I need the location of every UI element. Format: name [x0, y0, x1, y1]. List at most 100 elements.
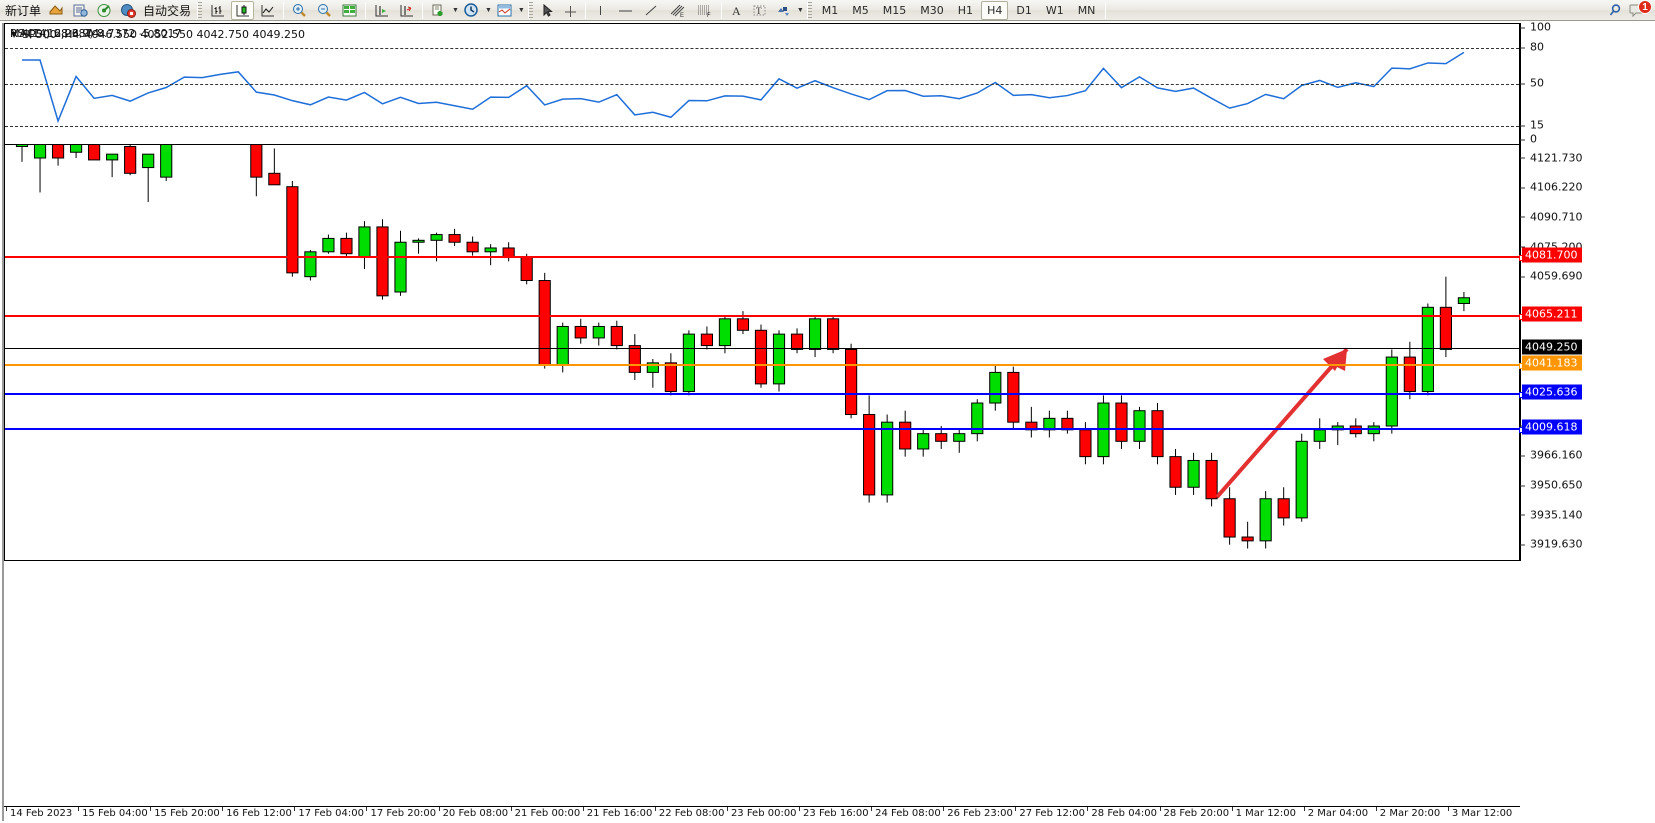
- vline-icon[interactable]: [590, 1, 611, 20]
- zoom-out-icon[interactable]: [313, 1, 336, 20]
- candle: [1151, 410, 1164, 458]
- level-line-resistance-2[interactable]: [5, 314, 1525, 320]
- chart-symbol-header: ▼ SP500-,H4 4046.550 4052.550 4042.750 4…: [11, 28, 305, 41]
- rsi-tick: 50: [1520, 77, 1544, 90]
- time-tick: 21 Feb 00:00: [510, 807, 581, 819]
- candle: [700, 333, 714, 347]
- hline-icon[interactable]: [613, 1, 638, 20]
- price-level-chip-support[interactable]: 4025.636: [1522, 384, 1582, 400]
- rsi-tick: 100: [1520, 21, 1551, 34]
- tab-timeframe-mn[interactable]: MN: [1077, 3, 1096, 17]
- tab-timeframe-w1[interactable]: W1: [1045, 3, 1064, 17]
- toolbar-grip[interactable]: [197, 1, 203, 19]
- candle: [736, 318, 750, 331]
- rsi-pane[interactable]: RSI(14) 68.3874: [4, 23, 1520, 145]
- candle: [1277, 498, 1290, 519]
- tab-timeframe-m30[interactable]: M30: [920, 3, 944, 17]
- indicators-icon[interactable]: [45, 1, 67, 20]
- grid-icon[interactable]: [338, 1, 361, 20]
- trendline-icon[interactable]: [640, 1, 663, 20]
- candle: [1241, 536, 1254, 542]
- candle: [556, 325, 569, 366]
- candle: [1115, 402, 1128, 442]
- search-icon[interactable]: [1604, 1, 1627, 20]
- fibonacci-icon[interactable]: F: [692, 1, 717, 20]
- shapes-icon[interactable]: [772, 1, 795, 20]
- candlestick-icon[interactable]: [231, 0, 255, 20]
- templates-icon[interactable]: [493, 1, 516, 20]
- price-tick: 3935.140: [1520, 508, 1583, 521]
- candle: [845, 348, 858, 416]
- candlestick-series: [15, 69, 1471, 549]
- new-order-button[interactable]: 新订单: [5, 3, 42, 18]
- add-indicator-icon[interactable]: [427, 1, 450, 20]
- bar-chart-icon[interactable]: [206, 1, 229, 20]
- candle: [448, 234, 461, 243]
- price-level-chip-resistance[interactable]: 4065.211: [1522, 306, 1582, 322]
- tab-timeframe-m1[interactable]: M1: [821, 3, 839, 17]
- price-level-chip-current-price[interactable]: 4049.250: [1522, 339, 1582, 355]
- label-icon[interactable]: T: [749, 1, 770, 20]
- rsi-series: [22, 51, 1465, 124]
- candle: [1295, 440, 1308, 519]
- auto-trading-button[interactable]: 自动交易: [143, 3, 192, 18]
- level-line-current-price[interactable]: [5, 348, 1521, 349]
- period-icon[interactable]: [460, 1, 483, 20]
- scroll-icon[interactable]: [395, 1, 418, 20]
- time-tick: 2 Mar 04:00: [1303, 807, 1369, 819]
- tab-timeframe-m15[interactable]: M15: [882, 3, 907, 17]
- candle: [1187, 459, 1200, 488]
- candle: [592, 325, 605, 339]
- zoom-in-icon[interactable]: [288, 1, 311, 20]
- candle: [124, 146, 137, 174]
- price-tick: 4090.710: [1520, 210, 1583, 223]
- toolbar-separator: [584, 1, 586, 19]
- candle: [772, 333, 786, 385]
- chevron-down-icon[interactable]: ▼: [517, 6, 525, 14]
- toolbar-separator: [720, 1, 722, 19]
- candle: [538, 280, 551, 366]
- toolbar-grip[interactable]: [527, 1, 533, 19]
- level-line-support-2[interactable]: [5, 427, 1525, 433]
- level-line-pivot[interactable]: [5, 363, 1525, 369]
- candle: [574, 325, 587, 339]
- svg-text:A: A: [732, 4, 741, 18]
- chevron-down-icon[interactable]: ▼: [484, 6, 492, 14]
- candle: [953, 433, 966, 442]
- rsi-axis[interactable]: 100 80 50 15 0: [1520, 21, 1655, 146]
- candle: [358, 226, 371, 259]
- signal-icon[interactable]: [93, 1, 115, 20]
- shift-icon[interactable]: [370, 1, 393, 20]
- tab-timeframe-h4[interactable]: H4: [981, 0, 1009, 20]
- tab-timeframe-d1[interactable]: D1: [1016, 3, 1032, 17]
- chevron-down-icon[interactable]: ▼: [796, 6, 804, 14]
- data-window-icon[interactable]: [69, 1, 91, 20]
- candle: [1403, 356, 1416, 393]
- equidistant-channel-icon[interactable]: E: [665, 1, 690, 20]
- chevron-down-icon[interactable]: ▼: [11, 30, 18, 39]
- candle: [142, 153, 155, 169]
- chevron-down-icon[interactable]: ▼: [452, 6, 459, 14]
- level-line-support-1[interactable]: [5, 392, 1525, 398]
- line-chart-icon[interactable]: [256, 1, 279, 20]
- time-tick: 23 Feb 00:00: [726, 807, 797, 819]
- notification-icon[interactable]: 1: [1628, 0, 1652, 18]
- crosshair-icon[interactable]: [560, 1, 581, 20]
- toolbar-grip[interactable]: [806, 1, 812, 19]
- cursor-icon[interactable]: [537, 1, 558, 20]
- auto-trading-icon[interactable]: [117, 1, 139, 20]
- text-icon[interactable]: A: [726, 1, 747, 20]
- candle: [664, 362, 677, 393]
- price-tick: 4121.730: [1520, 151, 1583, 164]
- level-line-resistance-1[interactable]: [5, 255, 1525, 261]
- tab-timeframe-h1[interactable]: H1: [957, 3, 974, 17]
- tab-timeframe-m5[interactable]: M5: [852, 3, 869, 17]
- price-level-chip-pivot[interactable]: 4041.183: [1522, 355, 1582, 371]
- price-level-chip-resistance[interactable]: 4081.700: [1522, 247, 1582, 263]
- time-tick: 3 Mar 12:00: [1447, 807, 1513, 819]
- macd-label: MACD(12,26,9) 8.7372 -5.8017: [10, 27, 182, 40]
- time-axis[interactable]: 14 Feb 2023 15 Feb 04:00 15 Feb 20:00 16 Fe…: [4, 806, 1520, 821]
- time-tick: 14 Feb 2023: [5, 807, 73, 819]
- price-level-chip-support[interactable]: 4009.618: [1522, 419, 1582, 435]
